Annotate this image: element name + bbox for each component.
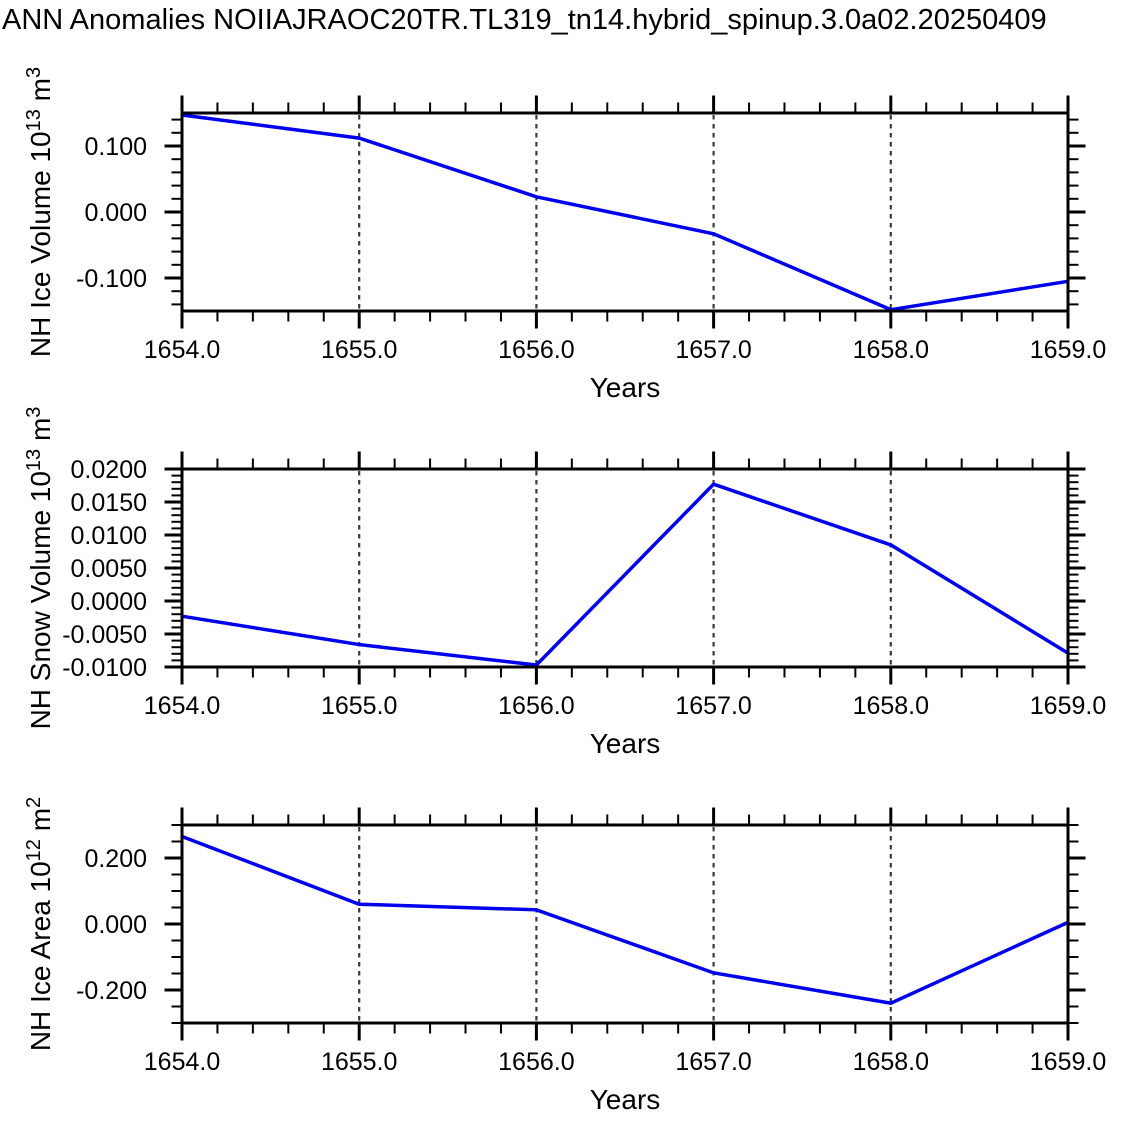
axis-ticks — [164, 807, 1086, 1041]
nh-ice-volume-chart: 1654.0 1655.0 1656.0 1657.0 1658.0 1659.0 0.10… — [23, 67, 1106, 400]
x-tick-label: 1658.0 — [853, 692, 929, 720]
x-axis-title: Years — [590, 1084, 661, 1115]
y-axis-title: NH Ice Area 1012 m2 — [23, 797, 56, 1051]
x-tick-label: 1658.0 — [853, 336, 929, 364]
y-tick-label: -0.0050 — [62, 621, 147, 649]
y-tick-label: 0.0000 — [71, 588, 147, 616]
x-tick-label: 1656.0 — [498, 1048, 574, 1076]
plot-border — [180, 823, 1070, 1025]
data-line — [181, 482, 1069, 667]
y-tick-label: 0.0050 — [71, 555, 147, 583]
data-line — [181, 113, 1069, 312]
y-tick-label: -0.0100 — [62, 654, 147, 682]
y-tick-label: 0.000 — [84, 911, 147, 939]
y-tick-label: -0.200 — [76, 977, 147, 1005]
y-axis-title: NH Snow Volume 1013 m3 — [23, 407, 56, 730]
y-tick-label: 0.0100 — [71, 522, 147, 550]
page-title: ANN Anomalies NOIIAJRAOC20TR.TL319_tn14.… — [2, 4, 1047, 36]
x-tick-label: 1657.0 — [675, 1048, 751, 1076]
grid-lines — [358, 115, 892, 309]
axis-labels: 1654.0 1655.0 1656.0 1657.0 1658.0 1659.0 0.10… — [23, 67, 1106, 400]
axis-ticks — [164, 451, 1086, 685]
y-tick-label: 0.200 — [84, 845, 147, 873]
x-tick-label: 1655.0 — [321, 692, 397, 720]
x-axis-title: Years — [590, 728, 661, 759]
nh-snow-volume-chart: 1654.0 1655.0 1656.0 1657.0 1658.0 1659.0 0.02… — [23, 407, 1106, 759]
x-tick-label: 1659.0 — [1030, 1048, 1106, 1076]
y-axis-title: NH Ice Volume 1013 m3 — [23, 67, 56, 357]
axis-ticks — [164, 95, 1086, 329]
grid-lines — [358, 827, 892, 1021]
grid-lines — [358, 471, 892, 665]
x-tick-label: 1657.0 — [675, 692, 751, 720]
x-tick-label: 1657.0 — [675, 336, 751, 364]
plot-border — [180, 111, 1070, 313]
x-tick-label: 1658.0 — [853, 1048, 929, 1076]
y-tick-label: -0.100 — [76, 265, 147, 293]
x-tick-label: 1654.0 — [144, 1048, 220, 1076]
plot-border — [180, 467, 1070, 669]
x-tick-label: 1659.0 — [1030, 336, 1106, 364]
axis-labels: 1654.0 1655.0 1656.0 1657.0 1658.0 1659.0 0.20… — [23, 797, 1106, 1115]
y-tick-label: 0.000 — [84, 199, 147, 227]
x-tick-label: 1656.0 — [498, 692, 574, 720]
x-tick-label: 1656.0 — [498, 336, 574, 364]
x-tick-label: 1655.0 — [321, 1048, 397, 1076]
axis-labels: 1654.0 1655.0 1656.0 1657.0 1658.0 1659.0 0.02… — [23, 407, 1106, 759]
nh-ice-area-chart: 1654.0 1655.0 1656.0 1657.0 1658.0 1659.0 0.20… — [23, 797, 1106, 1115]
y-tick-label: 0.0200 — [71, 456, 147, 484]
y-tick-label: 0.100 — [84, 133, 147, 161]
x-tick-label: 1655.0 — [321, 336, 397, 364]
x-tick-label: 1659.0 — [1030, 692, 1106, 720]
x-axis-title: Years — [590, 372, 661, 400]
y-tick-label: 0.0150 — [71, 489, 147, 517]
x-tick-label: 1654.0 — [144, 336, 220, 364]
x-tick-label: 1654.0 — [144, 692, 220, 720]
data-line — [181, 834, 1069, 1006]
